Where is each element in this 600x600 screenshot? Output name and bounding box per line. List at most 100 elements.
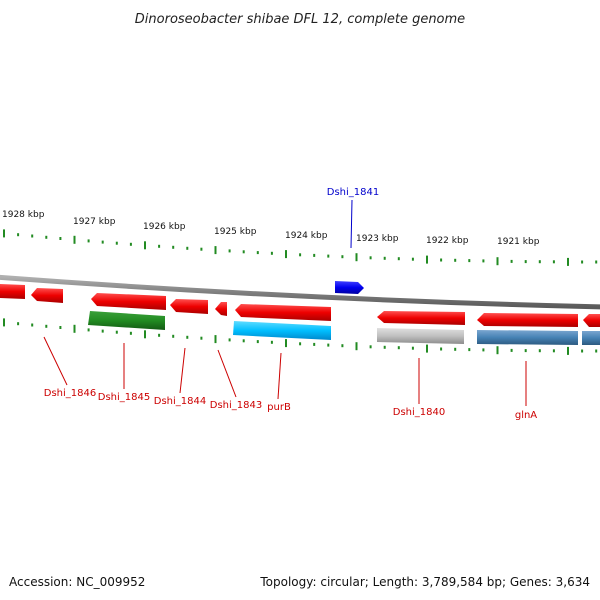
kbp-label-1923: 1923 kbp <box>356 234 399 244</box>
lower-track-minor-tick <box>186 335 189 339</box>
upper-track-minor-tick <box>510 259 513 263</box>
gene-dshi-1846-arrow[interactable] <box>31 288 63 303</box>
upper-track-minor-tick <box>327 254 330 258</box>
lower-track-minor-tick <box>327 343 330 347</box>
upper-track-major-tick <box>73 235 76 244</box>
reverse-genes <box>0 284 600 327</box>
upper-track-minor-tick <box>595 260 598 264</box>
upper-track-minor-tick <box>242 250 245 254</box>
lower-track-minor-tick <box>270 340 273 344</box>
label-dshi-1844[interactable]: Dshi_1844 <box>154 396 206 407</box>
lower-position-track <box>3 318 598 355</box>
upper-track-minor-tick <box>59 237 62 240</box>
gene-dshi-1845-arrow[interactable] <box>91 293 166 310</box>
accession-text: Accession: NC_009952 <box>9 575 145 589</box>
upper-track-major-tick <box>355 253 358 262</box>
feature-bar-green[interactable] <box>88 311 165 330</box>
gene-dshi-1844-arrow[interactable] <box>170 299 208 314</box>
label-glna[interactable]: glnA <box>515 410 537 421</box>
upper-track-major-tick <box>285 250 287 259</box>
label-dshi-1841[interactable]: Dshi_1841 <box>327 187 379 198</box>
lower-track-major-tick <box>426 344 428 353</box>
upper-track-minor-tick <box>482 259 485 263</box>
upper-track-minor-tick <box>115 241 118 245</box>
label-dshi-1840[interactable]: Dshi_1840 <box>393 407 445 418</box>
upper-track-minor-tick <box>101 240 104 244</box>
upper-track-minor-tick <box>31 234 34 238</box>
lower-track-minor-tick <box>17 322 20 326</box>
lower-track-major-tick <box>355 342 358 351</box>
genome-summary-text: Topology: circular; Length: 3,789,584 bp… <box>259 575 590 589</box>
lower-track-minor-tick <box>524 349 527 353</box>
lower-track-major-tick <box>144 330 146 339</box>
map-title: Dinoroseobacter shibae DFL 12, complete … <box>135 12 465 27</box>
lower-track-minor-tick <box>101 329 104 333</box>
lower-track-minor-tick <box>115 330 118 334</box>
lower-track-minor-tick <box>45 324 48 328</box>
upper-track-minor-tick <box>538 260 541 264</box>
gene-dshi-1841-arrow[interactable] <box>335 281 364 294</box>
lower-track-minor-tick <box>299 342 302 346</box>
lower-track-minor-tick <box>129 331 132 335</box>
kbp-label-1926: 1926 kbp <box>143 222 186 232</box>
lower-track-major-tick <box>73 324 76 333</box>
gene-purb-arrow[interactable] <box>235 304 331 321</box>
lower-track-minor-tick <box>510 348 513 352</box>
lower-track-minor-tick <box>59 326 62 329</box>
leader-dshi-1841 <box>350 199 353 249</box>
lower-track-minor-tick <box>369 345 372 349</box>
kbp-label-1924: 1924 kbp <box>285 231 328 241</box>
feature-bar-steelblue[interactable] <box>477 330 578 345</box>
lower-track-minor-tick <box>256 340 259 344</box>
leader-purb <box>277 352 282 400</box>
upper-track-minor-tick <box>411 257 414 261</box>
lower-track-minor-tick <box>200 336 203 340</box>
upper-track-minor-tick <box>172 245 175 249</box>
lower-track-minor-tick <box>172 334 175 338</box>
lower-track-major-tick <box>567 346 569 355</box>
upper-track-minor-tick <box>524 260 527 264</box>
kbp-ruler: 1928 kbp 1927 kbp 1926 kbp 1925 kbp 1924… <box>2 210 540 247</box>
upper-track-minor-tick <box>468 259 471 263</box>
upper-track-minor-tick <box>45 235 48 239</box>
lower-track-minor-tick <box>468 348 471 352</box>
leader-dshi-1843 <box>217 349 237 398</box>
gene-glna-arrow[interactable] <box>477 313 578 327</box>
upper-track-minor-tick <box>87 239 90 243</box>
gene-arrow-left-edge[interactable] <box>0 284 25 299</box>
gene-dshi-1840-arrow[interactable] <box>377 311 465 325</box>
upper-track-minor-tick <box>383 256 386 260</box>
upper-track-major-tick <box>567 257 569 266</box>
kbp-label-1922: 1922 kbp <box>426 236 469 246</box>
upper-track-major-tick <box>3 229 5 238</box>
lower-track-minor-tick <box>538 349 541 353</box>
kbp-label-1925: 1925 kbp <box>214 227 257 237</box>
feature-bar-cyan[interactable] <box>233 321 331 340</box>
upper-track-minor-tick <box>341 255 344 259</box>
gene-dshi-1843-arrow[interactable] <box>215 302 227 316</box>
feature-bar-gray[interactable] <box>377 328 464 344</box>
label-purb[interactable]: purB <box>267 402 291 413</box>
upper-track-minor-tick <box>228 249 231 253</box>
upper-track-major-tick <box>426 255 428 264</box>
lower-track-minor-tick <box>397 346 400 350</box>
upper-position-track <box>3 229 598 266</box>
lower-track-minor-tick <box>31 323 34 327</box>
lower-track-minor-tick <box>482 348 485 352</box>
upper-track-minor-tick <box>440 258 443 262</box>
feature-bar-steelblue-edge[interactable] <box>582 331 600 345</box>
upper-track-minor-tick <box>17 233 20 237</box>
gene-arrow-right-edge[interactable] <box>583 314 600 327</box>
lower-track-minor-tick <box>581 349 584 353</box>
lower-track-minor-tick <box>595 349 598 353</box>
label-dshi-1845[interactable]: Dshi_1845 <box>98 392 150 403</box>
lower-track-minor-tick <box>383 345 386 349</box>
upper-track-minor-tick <box>397 257 400 261</box>
label-dshi-1843[interactable]: Dshi_1843 <box>210 400 262 411</box>
lower-track-minor-tick <box>228 338 231 342</box>
label-dshi-1846[interactable]: Dshi_1846 <box>44 388 96 399</box>
genome-backbone <box>0 274 600 310</box>
upper-track-minor-tick <box>256 251 259 255</box>
upper-track-major-tick <box>214 246 217 255</box>
